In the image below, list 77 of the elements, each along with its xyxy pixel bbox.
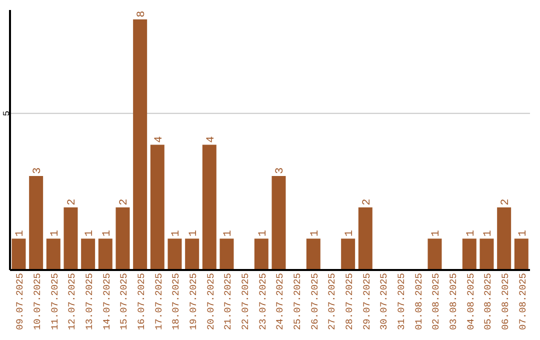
x-tick-label: 07.08.2025 (517, 272, 528, 330)
data-label: 1 (465, 230, 478, 237)
x-tick-label: 04.08.2025 (465, 272, 476, 330)
bar (358, 207, 372, 270)
bar (497, 207, 512, 270)
data-label: 1 (14, 230, 27, 237)
data-label: 2 (118, 198, 131, 206)
x-tick-label: 27.07.2025 (326, 272, 338, 330)
bar (29, 176, 44, 270)
data-label: 2 (361, 198, 374, 206)
data-label: 8 (136, 10, 148, 18)
data-label: 1 (101, 230, 114, 237)
data-label: 1 (482, 230, 495, 237)
bar (64, 207, 78, 270)
x-tick-label: 17.07.2025 (153, 272, 164, 330)
x-tick-label: 18.07.2025 (170, 272, 182, 330)
bar (428, 238, 442, 270)
x-tick-label: 12.07.2025 (66, 272, 78, 330)
x-tick-label: 03.08.2025 (448, 272, 459, 330)
x-tick-label: 19.07.2025 (188, 272, 199, 330)
bar (133, 19, 148, 270)
data-label: 4 (205, 136, 218, 143)
data-label: 1 (222, 230, 235, 237)
x-tick-label: 21.07.2025 (222, 272, 234, 330)
bar (272, 176, 286, 270)
x-tick-label: 09.07.2025 (14, 272, 26, 330)
data-label: 1 (309, 230, 322, 237)
data-label: 1 (430, 230, 443, 237)
data-label: 1 (188, 230, 200, 237)
bar (168, 238, 182, 270)
x-tick-label: 06.08.2025 (500, 272, 511, 330)
x-tick-label: 24.07.2025 (274, 272, 286, 330)
x-tick-label: 16.07.2025 (136, 272, 147, 330)
x-tick-label: 20.07.2025 (205, 272, 216, 330)
x-tick-label: 28.07.2025 (344, 272, 355, 330)
data-label: 1 (84, 230, 96, 237)
bar (220, 238, 234, 270)
data-label: 1 (49, 230, 62, 237)
x-tick-label: 23.07.2025 (257, 272, 268, 330)
data-label: 3 (274, 167, 287, 174)
x-tick-label: 13.07.2025 (84, 272, 95, 330)
x-tick-label: 14.07.2025 (101, 272, 112, 330)
x-tick-label: 22.07.2025 (240, 272, 251, 330)
x-tick-label: 25.07.2025 (292, 272, 303, 330)
bar (254, 238, 268, 270)
x-tick-label: 10.07.2025 (32, 272, 43, 330)
x-tick-label: 01.08.2025 (413, 272, 424, 330)
bar (46, 238, 60, 270)
bar (98, 238, 112, 270)
bar (185, 238, 200, 270)
x-tick-label: 05.08.2025 (482, 272, 494, 330)
x-tick-label: 02.08.2025 (430, 272, 442, 330)
data-label: 1 (344, 230, 356, 237)
bar (341, 238, 356, 270)
data-label: 1 (517, 230, 530, 237)
bar (514, 238, 528, 270)
bar (116, 207, 130, 270)
data-label: 2 (66, 198, 79, 206)
data-label: 3 (32, 167, 44, 174)
bar (306, 238, 320, 270)
x-tick-label: 30.07.2025 (378, 272, 390, 330)
x-tick-label: 31.07.2025 (396, 272, 407, 330)
x-tick-label: 26.07.2025 (309, 272, 320, 330)
data-label: 4 (153, 136, 166, 143)
x-tick-label: 29.07.2025 (361, 272, 372, 330)
bar (150, 144, 164, 270)
y-tick-label: 5 (2, 110, 12, 116)
x-tick-label: 15.07.2025 (118, 272, 130, 330)
data-label: 2 (500, 198, 512, 206)
data-label: 1 (257, 230, 270, 237)
data-label: 1 (170, 230, 183, 237)
x-tick-label: 11.07.2025 (49, 272, 60, 330)
bar (202, 144, 216, 270)
bar (462, 238, 476, 270)
bar (480, 238, 494, 270)
bar (12, 238, 26, 270)
bar (81, 238, 96, 270)
